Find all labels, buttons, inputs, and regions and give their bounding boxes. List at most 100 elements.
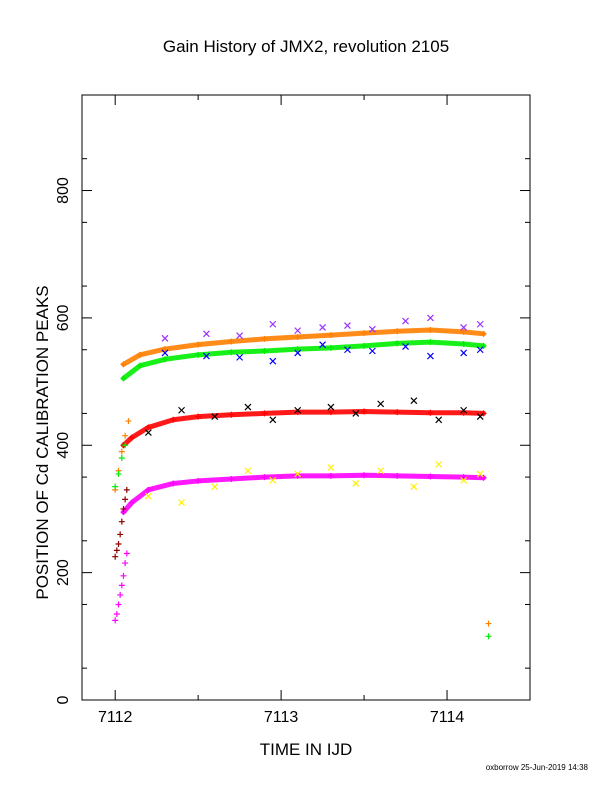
- data-point: [361, 342, 368, 349]
- data-point: [269, 476, 277, 484]
- data-point: [427, 352, 434, 360]
- data-point: [427, 326, 434, 333]
- data-point: [394, 409, 401, 416]
- data-point: [476, 320, 484, 328]
- data-point: [113, 547, 120, 554]
- data-point: [394, 340, 401, 347]
- data-point: [244, 467, 252, 475]
- x-tick-label: 7114: [430, 709, 465, 726]
- data-point: [161, 349, 169, 357]
- data-point: [402, 317, 409, 325]
- data-point: [476, 470, 484, 478]
- data-point: [261, 348, 268, 355]
- data-point: [115, 470, 122, 477]
- data-point: [427, 409, 434, 416]
- data-point: [118, 455, 125, 461]
- data-point: [195, 477, 202, 484]
- data-point: [144, 492, 152, 500]
- data-point: [327, 403, 335, 411]
- data-point: [427, 473, 434, 480]
- data-point: [144, 429, 152, 436]
- data-point: [228, 476, 235, 483]
- data-point: [123, 486, 130, 493]
- data-point: [460, 328, 467, 335]
- data-point: [120, 505, 127, 512]
- data-point: [170, 480, 177, 487]
- data-point: [195, 351, 202, 358]
- data-point: [368, 325, 376, 333]
- data-point: [211, 413, 219, 421]
- data-point: [122, 432, 129, 439]
- data-point: [435, 460, 443, 468]
- data-point: [394, 328, 401, 335]
- data-point: [228, 338, 235, 345]
- data-point: [460, 406, 468, 414]
- data-point: [170, 416, 177, 423]
- data-point: [460, 349, 468, 357]
- x-axis-label: TIME IN IJD: [260, 740, 353, 759]
- data-point: [269, 320, 277, 328]
- data-point: [377, 400, 385, 408]
- data-point: [427, 314, 434, 322]
- chart-title: Gain History of JMX2, revolution 2105: [163, 37, 449, 56]
- data-point: [344, 346, 351, 354]
- data-point: [480, 330, 487, 337]
- data-point: [476, 413, 484, 421]
- data-point: [368, 347, 376, 355]
- data-point: [123, 550, 130, 557]
- series-trend-line: [120, 409, 487, 448]
- data-point: [294, 346, 301, 353]
- data-point: [125, 418, 132, 425]
- data-point: [269, 357, 277, 365]
- data-point: [195, 413, 202, 420]
- data-point: [361, 472, 368, 479]
- y-axis-label: POSITION OF Cd CALIBRATION PEAKS: [33, 285, 52, 599]
- data-point: [122, 560, 129, 567]
- data-point: [211, 483, 219, 491]
- data-point: [476, 346, 484, 354]
- data-point: [327, 409, 334, 416]
- data-point: [128, 499, 135, 506]
- y-tick-label: 400: [55, 432, 72, 459]
- data-point: [178, 406, 185, 414]
- data-point: [112, 553, 119, 560]
- data-point: [236, 332, 244, 340]
- data-point: [294, 470, 302, 478]
- data-point: [460, 324, 468, 331]
- data-point: [118, 582, 125, 589]
- data-point: [361, 330, 368, 337]
- data-point: [228, 349, 235, 356]
- data-point: [410, 397, 418, 405]
- data-point: [145, 424, 152, 431]
- data-point: [117, 591, 124, 598]
- data-point: [261, 410, 268, 417]
- data-point: [115, 601, 122, 608]
- data-marks: [112, 314, 492, 640]
- data-point: [117, 531, 124, 538]
- data-point: [294, 349, 302, 357]
- data-point: [112, 617, 119, 624]
- data-point: [427, 339, 434, 346]
- data-point: [120, 572, 127, 579]
- series-trend-line: [120, 472, 487, 515]
- data-point: [327, 464, 335, 471]
- x-tick-label: 7113: [264, 709, 299, 726]
- y-tick-label: 800: [55, 177, 72, 204]
- data-point: [161, 356, 168, 363]
- data-point: [120, 375, 127, 382]
- data-point: [161, 346, 168, 353]
- data-point: [113, 611, 120, 618]
- data-point: [319, 324, 327, 331]
- data-point: [344, 322, 351, 329]
- data-point: [435, 416, 443, 424]
- data-point: [327, 344, 334, 351]
- footer-timestamp: oxborrow 25-Jun-2019 14:38: [486, 763, 589, 772]
- data-point: [137, 351, 144, 358]
- data-point: [460, 474, 467, 481]
- data-point: [122, 442, 129, 449]
- data-point: [236, 353, 244, 361]
- plot-frame: [81, 94, 531, 701]
- data-point: [228, 411, 235, 418]
- data-point: [480, 342, 487, 349]
- y-tick-label: 0: [55, 695, 72, 704]
